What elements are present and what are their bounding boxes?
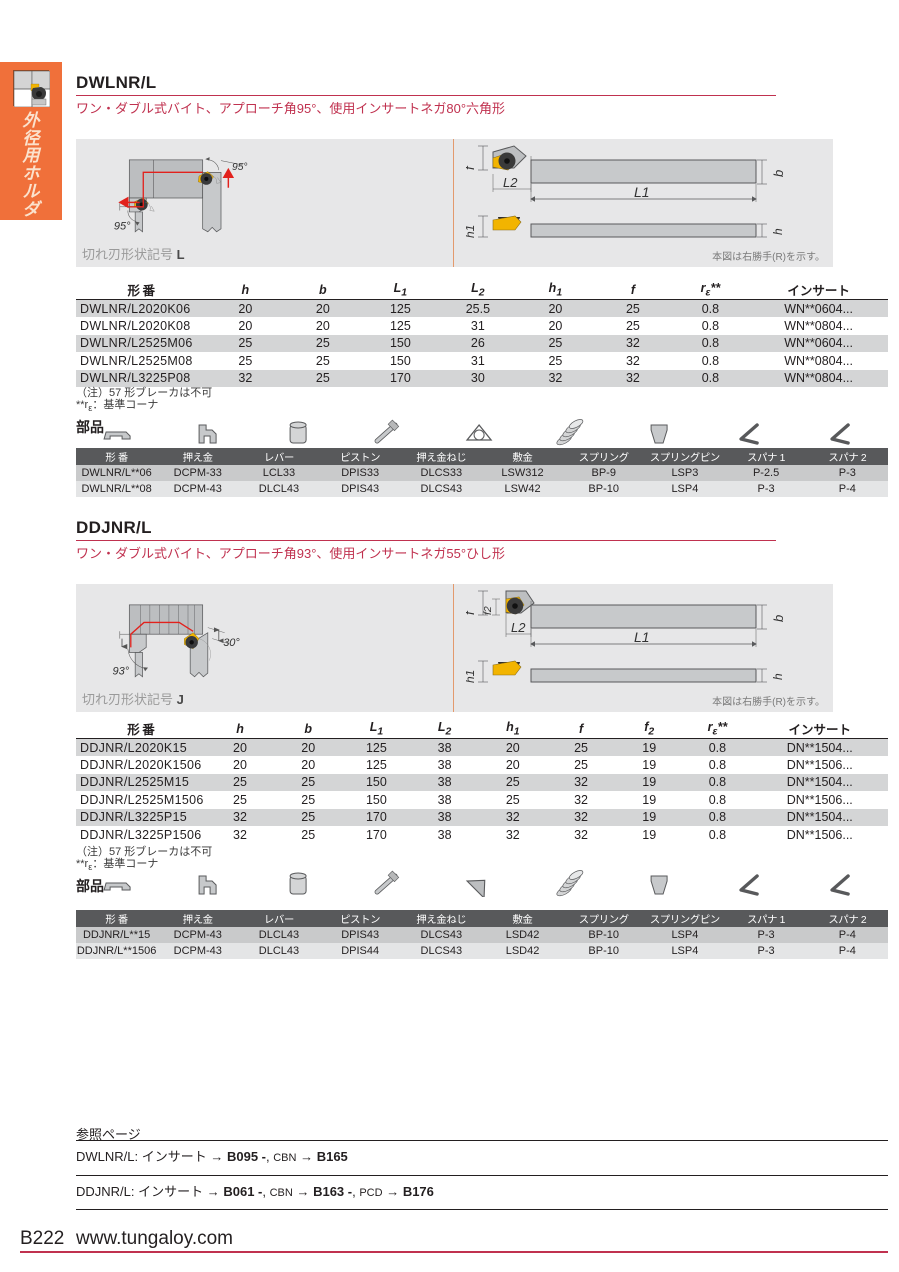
svg-text:f: f xyxy=(466,165,477,170)
svg-text:93°: 93° xyxy=(112,666,129,678)
svg-text:L2: L2 xyxy=(511,620,526,635)
svg-text:b: b xyxy=(771,170,786,177)
svg-text:f: f xyxy=(466,610,477,615)
svg-text:h1: h1 xyxy=(466,225,477,238)
svg-text:b: b xyxy=(771,615,786,622)
svg-text:95°: 95° xyxy=(114,221,131,233)
svg-text:30°: 30° xyxy=(223,637,240,649)
svg-text:L1: L1 xyxy=(634,184,650,200)
svg-text:h1: h1 xyxy=(466,670,477,683)
svg-text:h: h xyxy=(771,673,785,680)
svg-text:h: h xyxy=(771,228,785,235)
svg-text:f2: f2 xyxy=(482,606,494,615)
svg-text:L1: L1 xyxy=(634,629,650,645)
svg-text:95°: 95° xyxy=(232,162,248,173)
svg-text:L2: L2 xyxy=(503,175,518,190)
